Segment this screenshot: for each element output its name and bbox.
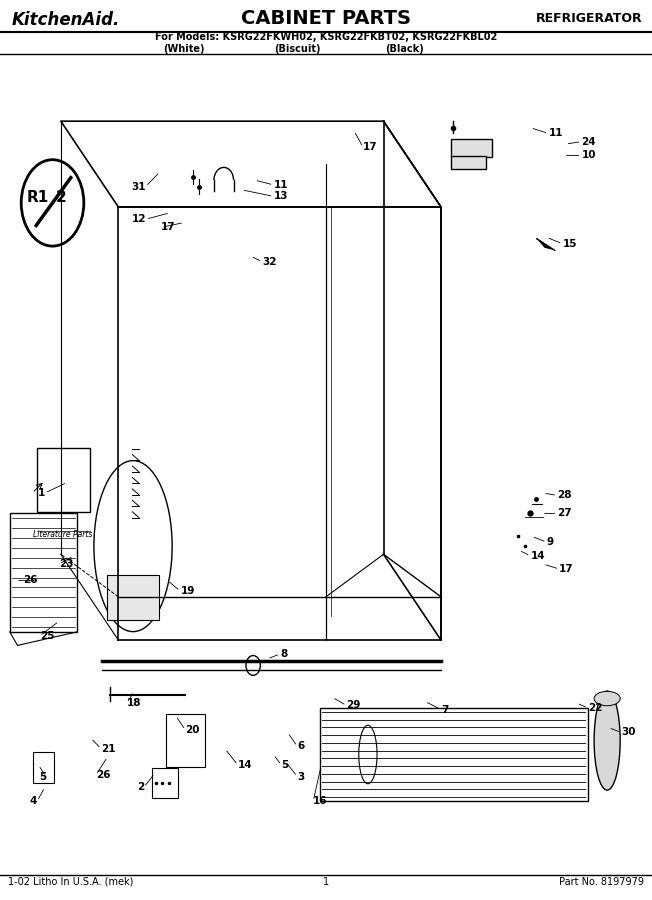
Bar bbox=[451, 157, 486, 168]
Ellipse shape bbox=[246, 655, 260, 675]
Circle shape bbox=[22, 159, 84, 246]
Ellipse shape bbox=[94, 461, 172, 632]
Text: 32: 32 bbox=[262, 256, 276, 266]
Text: For Models: KSRG22FKWH02, KSRG22FKBT02, KSRG22FKBL02: For Models: KSRG22FKWH02, KSRG22FKBT02, … bbox=[155, 32, 497, 42]
Text: 13: 13 bbox=[274, 192, 288, 202]
Text: 5: 5 bbox=[39, 771, 46, 781]
Text: 7: 7 bbox=[441, 705, 449, 715]
Text: R1: R1 bbox=[27, 190, 50, 205]
Text: 17: 17 bbox=[559, 564, 574, 574]
Text: 2: 2 bbox=[56, 190, 67, 205]
Text: Literature Parts: Literature Parts bbox=[33, 530, 93, 539]
Text: 14: 14 bbox=[238, 760, 252, 770]
Bar bbox=[37, 448, 89, 512]
Text: 11: 11 bbox=[548, 129, 563, 139]
Text: 14: 14 bbox=[531, 551, 545, 561]
Text: (White): (White) bbox=[163, 44, 205, 54]
Text: 17: 17 bbox=[161, 222, 176, 232]
Text: 6: 6 bbox=[297, 742, 304, 751]
Ellipse shape bbox=[594, 691, 620, 790]
Text: 25: 25 bbox=[40, 631, 54, 641]
Text: 10: 10 bbox=[582, 150, 596, 160]
Text: 5: 5 bbox=[281, 760, 289, 770]
Ellipse shape bbox=[359, 725, 377, 784]
Text: 2: 2 bbox=[137, 782, 144, 792]
Text: 27: 27 bbox=[557, 508, 572, 518]
Bar bbox=[166, 714, 205, 767]
Text: 29: 29 bbox=[346, 700, 361, 710]
Text: 16: 16 bbox=[313, 796, 328, 806]
Text: 1: 1 bbox=[323, 877, 329, 887]
Text: Part No. 8197979: Part No. 8197979 bbox=[559, 877, 644, 887]
Text: 28: 28 bbox=[557, 491, 572, 500]
Text: CABINET PARTS: CABINET PARTS bbox=[241, 9, 411, 29]
Text: 11: 11 bbox=[274, 180, 288, 190]
Text: 12: 12 bbox=[131, 214, 146, 224]
Bar bbox=[10, 513, 77, 632]
Text: 1: 1 bbox=[38, 488, 45, 498]
Text: 15: 15 bbox=[563, 238, 577, 248]
Text: 18: 18 bbox=[126, 698, 141, 708]
Text: 8: 8 bbox=[280, 649, 288, 659]
Text: (Black): (Black) bbox=[385, 44, 424, 54]
Text: 31: 31 bbox=[131, 182, 146, 192]
Polygon shape bbox=[535, 238, 555, 250]
Text: 26: 26 bbox=[96, 770, 110, 780]
Bar bbox=[451, 140, 492, 158]
Text: 1-02 Litho In U.S.A. (mek): 1-02 Litho In U.S.A. (mek) bbox=[8, 877, 133, 887]
Ellipse shape bbox=[594, 691, 620, 706]
Bar bbox=[108, 575, 158, 620]
Bar bbox=[319, 708, 588, 801]
Text: 9: 9 bbox=[546, 537, 554, 547]
Text: 30: 30 bbox=[621, 727, 636, 737]
Text: 20: 20 bbox=[185, 725, 200, 735]
Bar bbox=[152, 769, 178, 797]
Text: (Biscuit): (Biscuit) bbox=[274, 44, 321, 54]
Text: 17: 17 bbox=[363, 142, 378, 152]
Text: REFRIGERATOR: REFRIGERATOR bbox=[535, 13, 642, 25]
Text: 21: 21 bbox=[101, 743, 115, 754]
Text: 23: 23 bbox=[59, 559, 74, 569]
Text: 22: 22 bbox=[588, 703, 602, 713]
Bar bbox=[33, 752, 54, 783]
Text: 4: 4 bbox=[30, 796, 37, 806]
Text: 24: 24 bbox=[582, 137, 596, 147]
Text: 19: 19 bbox=[181, 586, 195, 596]
Text: 26: 26 bbox=[23, 575, 37, 585]
Text: KitchenAid.: KitchenAid. bbox=[12, 11, 120, 29]
Text: 3: 3 bbox=[297, 771, 304, 781]
